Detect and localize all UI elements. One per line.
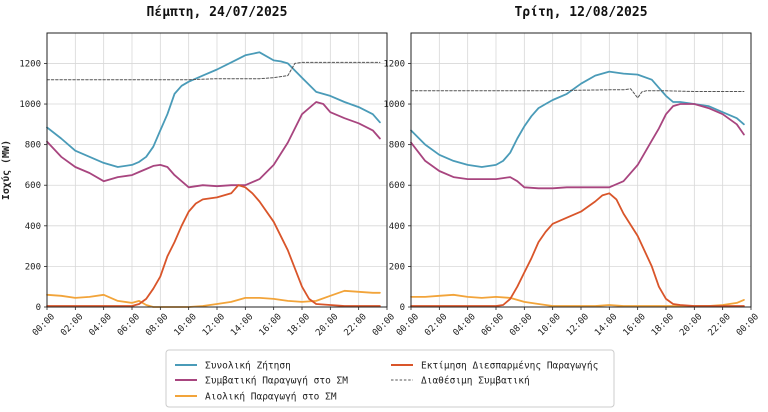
y-tick-label: 400 (389, 222, 405, 232)
x-tick-label: 16:00 (622, 312, 648, 338)
series-line-Συνολική Ζήτηση (46, 51, 381, 168)
x-tick-label: 22:00 (707, 312, 733, 338)
y-tick-label: 0 (36, 303, 41, 313)
x-tick-label: 14:00 (229, 312, 255, 338)
x-tick-label: 02:00 (59, 312, 85, 338)
x-tick-label: 12:00 (565, 312, 591, 338)
series-line-Συμβατική Παραγωγή στο ΣΜ (46, 101, 381, 189)
x-tick-label: 10:00 (173, 312, 199, 338)
y-tick-label: 600 (25, 181, 41, 191)
chart-title-1: Πέμπτη, 24/07/2025 (147, 5, 288, 20)
series-line-Εκτίμηση Διεσπαρμένης Παραγωγής (46, 184, 381, 307)
x-tick-label: 00:00 (371, 312, 397, 338)
legend-label: Διαθέσιμη Συμβατική (421, 376, 530, 387)
y-tick-label: 800 (25, 141, 41, 151)
series-line-Συμβατική Παραγωγή στο ΣΜ (410, 103, 745, 190)
legend-label: Εκτίμηση Διεσπαρμένης Παραγωγής (421, 361, 598, 372)
x-tick-label: 02:00 (423, 312, 449, 338)
legend: Συνολική Ζήτηση Συμβατική Παραγωγή στο ΣΜ… (165, 349, 615, 408)
y-tick-label: 400 (25, 222, 41, 232)
x-tick-label: 22:00 (343, 312, 369, 338)
legend-label: Συνολική Ζήτηση (205, 361, 291, 372)
x-tick-label: 14:00 (593, 312, 619, 338)
y-tick-label: 600 (389, 181, 405, 191)
series-line-Διαθέσιμη Συμβατική (46, 61, 381, 81)
chart-title-2: Τρίτη, 12/08/2025 (514, 5, 647, 20)
legend-label: Συμβατική Παραγωγή στο ΣΜ (205, 376, 348, 387)
y-axis-label: Ισχύς (MW) (0, 140, 12, 200)
x-tick-label: 04:00 (88, 312, 114, 338)
series-line-Συνολική Ζήτηση (410, 70, 745, 168)
y-tick-label: 0 (400, 303, 405, 313)
series-line-Αιολική Παραγωγή στο ΣΜ (46, 289, 381, 308)
x-tick-label: 00:00 (31, 312, 57, 338)
x-tick-label: 18:00 (286, 312, 312, 338)
series-line-Εκτίμηση Διεσπαρμένης Παραγωγής (410, 192, 745, 307)
y-tick-label: 1200 (19, 59, 41, 69)
x-tick-label: 06:00 (480, 312, 506, 338)
y-tick-label: 1000 (19, 100, 41, 110)
y-tick-label: 200 (389, 262, 405, 272)
x-tick-label: 20:00 (678, 312, 704, 338)
y-tick-label: 800 (389, 141, 405, 151)
x-tick-label: 12:00 (201, 312, 227, 338)
y-tick-label: 1200 (383, 59, 405, 69)
x-tick-label: 08:00 (508, 312, 534, 338)
x-tick-label: 18:00 (650, 312, 676, 338)
x-tick-label: 10:00 (537, 312, 563, 338)
legend-box (165, 349, 615, 408)
series-line-Διαθέσιμη Συμβατική (410, 88, 745, 99)
x-tick-label: 04:00 (452, 312, 478, 338)
x-tick-label: 08:00 (144, 312, 170, 338)
y-tick-label: 200 (25, 262, 41, 272)
x-tick-label: 00:00 (395, 312, 421, 338)
x-tick-label: 00:00 (735, 312, 761, 338)
x-tick-label: 16:00 (258, 312, 284, 338)
x-tick-label: 06:00 (116, 312, 142, 338)
y-tick-label: 1000 (383, 100, 405, 110)
x-tick-label: 20:00 (314, 312, 340, 338)
legend-label: Αιολική Παραγωγή στο ΣΜ (205, 392, 337, 403)
